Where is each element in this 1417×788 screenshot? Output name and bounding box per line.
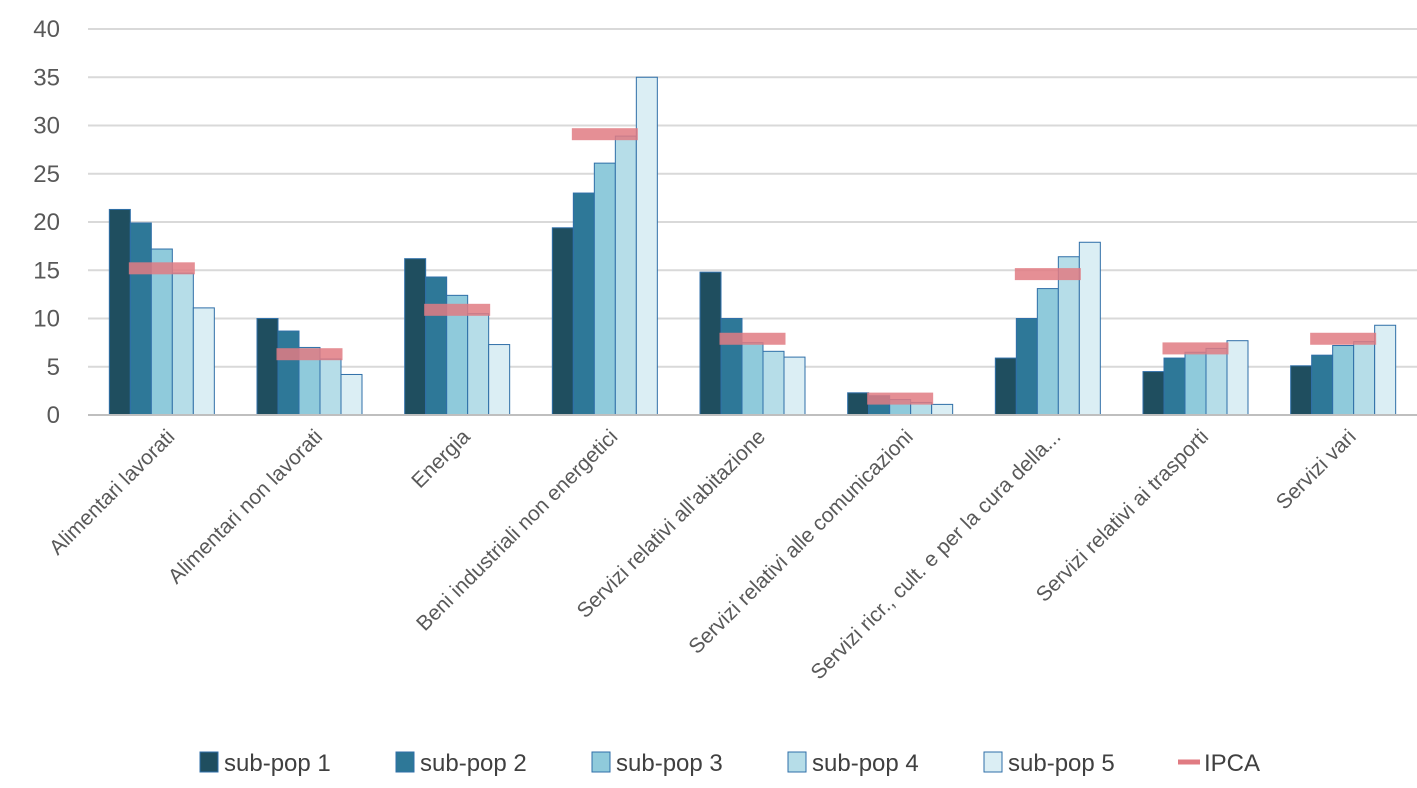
ipca-marker-2 (424, 303, 491, 316)
ipca-marker-0 (128, 262, 195, 275)
bar-sub-pop-1-1 (256, 318, 279, 416)
category-label: Servizi relativi ai trasporti (1032, 425, 1213, 606)
bar-sub-pop-2-0 (129, 222, 152, 416)
bar-sub-pop-5-4 (783, 356, 806, 416)
legend-label: sub-pop 2 (420, 750, 527, 777)
legend-swatch (787, 751, 807, 773)
ipca-marker-6 (1014, 268, 1081, 281)
bar-sub-pop-1-5 (847, 392, 870, 416)
legend-label: sub-pop 5 (1008, 750, 1115, 777)
ipca-marker-7 (1162, 342, 1229, 355)
bar-sub-pop-1-2 (404, 258, 427, 416)
bar-sub-pop-3-4 (741, 342, 764, 416)
bar-sub-pop-1-6 (994, 357, 1017, 416)
bar-sub-pop-3-3 (593, 162, 616, 416)
bar-sub-pop-5-3 (635, 76, 658, 416)
y-tick-label: 35 (33, 64, 60, 91)
legend-swatch (395, 751, 415, 773)
bar-sub-pop-2-3 (572, 192, 595, 416)
category-label: Alimentari non lavorati (164, 425, 327, 588)
category-label: Alimentari lavorati (45, 425, 179, 559)
ipca-marker-1 (276, 348, 343, 361)
bars (108, 76, 1397, 416)
bar-sub-pop-3-7 (1184, 351, 1207, 416)
bar-sub-pop-4-4 (762, 350, 785, 416)
bar-sub-pop-4-0 (171, 272, 194, 416)
y-tick-label: 25 (33, 161, 60, 188)
bar-sub-pop-2-1 (277, 330, 300, 416)
y-axis-ticks: 0 5 10 15 20 25 30 35 40 (33, 16, 60, 429)
category-label: Servizi vari (1272, 425, 1361, 514)
y-tick-label: 40 (33, 16, 60, 43)
bar-sub-pop-4-7 (1205, 347, 1228, 416)
legend-label: IPCA (1204, 750, 1260, 777)
bar-sub-pop-5-2 (488, 344, 511, 416)
ipca-marker-3 (571, 128, 638, 141)
bar-sub-pop-4-6 (1057, 256, 1080, 416)
legend-label: sub-pop 1 (224, 750, 331, 777)
bar-sub-pop-5-1 (340, 373, 363, 416)
y-tick-label: 15 (33, 257, 60, 284)
y-tick-label: 20 (33, 209, 60, 236)
category-label: Servizi ricr., cult. e per la cura della… (806, 425, 1065, 684)
bar-sub-pop-3-6 (1036, 288, 1059, 416)
bar-sub-pop-4-8 (1353, 341, 1376, 416)
bar-sub-pop-4-1 (319, 358, 342, 416)
bar-sub-pop-2-6 (1015, 318, 1038, 416)
legend: sub-pop 1 sub-pop 2 sub-pop 3 sub-pop 4 sub-… (199, 750, 1260, 777)
bar-sub-pop-2-2 (425, 276, 448, 416)
bar-sub-pop-1-0 (108, 208, 131, 416)
bar-sub-pop-4-3 (614, 135, 637, 416)
legend-label: sub-pop 3 (616, 750, 723, 777)
bar-sub-pop-1-7 (1142, 371, 1165, 416)
legend-label: sub-pop 4 (812, 750, 919, 777)
bar-sub-pop-1-3 (551, 227, 574, 416)
bar-sub-pop-5-6 (1078, 241, 1101, 416)
bar-sub-pop-2-7 (1163, 357, 1186, 416)
legend-swatch (199, 751, 219, 773)
bar-sub-pop-5-7 (1226, 340, 1249, 416)
bar-sub-pop-3-8 (1332, 345, 1355, 416)
y-tick-label: 5 (47, 354, 60, 381)
gridlines (88, 28, 1417, 368)
ipca-marker-4 (719, 332, 786, 345)
ipca-markers (128, 128, 1377, 405)
bar-sub-pop-2-8 (1311, 354, 1334, 416)
bar-sub-pop-1-8 (1290, 365, 1313, 416)
category-label: Energia (407, 425, 475, 493)
y-tick-label: 0 (47, 402, 60, 429)
bar-sub-pop-1-4 (699, 271, 722, 416)
bar-sub-pop-5-0 (192, 307, 215, 416)
bar-sub-pop-4-2 (467, 313, 490, 416)
y-tick-label: 10 (33, 306, 60, 333)
bar-sub-pop-5-8 (1374, 324, 1397, 416)
ipca-marker-5 (867, 392, 934, 405)
ipca-marker-8 (1310, 332, 1377, 345)
y-tick-label: 30 (33, 113, 60, 140)
legend-swatch (591, 751, 611, 773)
legend-swatch (983, 751, 1003, 773)
bar-sub-pop-5-5 (931, 403, 954, 416)
